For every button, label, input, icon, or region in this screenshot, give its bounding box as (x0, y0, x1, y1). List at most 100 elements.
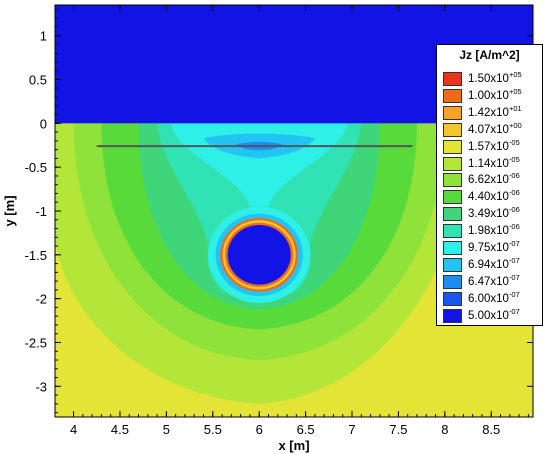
legend-label-exponent: -07 (508, 289, 520, 299)
x-tick-label: 8.5 (482, 422, 500, 437)
legend-label-exponent: +01 (508, 103, 522, 113)
legend-entry: 3.49x10-06 (443, 205, 541, 223)
legend-label: 6.62x10-06 (468, 171, 520, 189)
x-axis-title: x [m] (278, 438, 309, 453)
x-tick-label: 4 (70, 422, 77, 437)
legend-label-mantissa: 6.62x10 (468, 174, 509, 187)
legend-label-mantissa: 6.94x10 (468, 258, 509, 271)
y-tick-label: -3 (35, 379, 47, 394)
y-axis-title: y [m] (2, 195, 17, 226)
y-tick-label: -1.5 (25, 248, 47, 263)
legend-swatch (443, 173, 462, 188)
legend-label-mantissa: 6.00x10 (468, 292, 509, 305)
legend-entry: 4.40x10-06 (443, 188, 541, 206)
legend-label: 1.50x10+05 (468, 70, 522, 88)
legend-title: Jz [A/m^2] (459, 48, 520, 62)
legend-label-exponent: -06 (508, 205, 520, 215)
y-tick-label: -2.5 (25, 335, 47, 350)
x-tick-label: 4.5 (111, 422, 129, 437)
axis-ticks: 4 4.5 5 5.5 6 6.5 7 7.5 8 8.5 1 0.5 0 -0.5 -1 -1.5 -2 -2.… (25, 5, 533, 437)
legend-label-exponent: -06 (508, 188, 520, 198)
legend-label: 9.75x10-07 (468, 239, 520, 257)
pipe-interior (227, 225, 291, 285)
legend-label-mantissa: 1.57x10 (468, 140, 509, 153)
legend-entry: 1.14x10-05 (443, 154, 541, 173)
legend-label-exponent: -05 (508, 137, 520, 147)
legend-entry: 6.47x10-07 (443, 272, 541, 291)
legend-label: 6.47x10-07 (468, 272, 520, 291)
legend-label: 1.00x10+05 (468, 86, 522, 105)
legend-label-mantissa: 1.42x10 (468, 106, 509, 119)
legend-swatch (443, 122, 462, 137)
legend-label: 6.00x10-07 (468, 289, 520, 308)
legend-label: 6.94x10-07 (468, 255, 520, 274)
legend-label-mantissa: 6.47x10 (468, 275, 509, 288)
legend-label-mantissa: 9.75x10 (468, 242, 509, 254)
legend-label-exponent: -07 (508, 255, 520, 265)
legend-label: 3.49x10-06 (468, 205, 520, 223)
legend-label: 4.07x10+00 (468, 120, 522, 139)
legend-entry: 9.75x10-07 (443, 239, 541, 257)
legend-label-exponent: -07 (508, 272, 520, 282)
legend-swatch (443, 88, 462, 103)
x-tick-label: 7 (348, 422, 355, 437)
x-tick-label: 5.5 (204, 422, 222, 437)
legend-label-exponent: +00 (508, 120, 522, 130)
legend-label-exponent: -06 (508, 222, 520, 232)
legend-entry: 1.98x10-06 (443, 222, 541, 240)
legend-entry: 1.42x10+01 (443, 103, 541, 122)
y-tick-label: 0.5 (29, 73, 47, 88)
legend-label-mantissa: 3.49x10 (468, 208, 509, 221)
legend-entry: 6.00x10-07 (443, 289, 541, 308)
x-tick-label: 6 (256, 422, 263, 437)
legend-entry: 5.00x10-07 (443, 306, 541, 325)
legend-label-mantissa: 1.14x10 (468, 157, 509, 170)
legend-label-exponent: -06 (508, 171, 520, 181)
legend-swatch (443, 156, 462, 171)
legend-swatch (443, 257, 462, 272)
legend-label: 1.57x10-05 (468, 137, 520, 156)
x-tick-label: 7.5 (389, 422, 407, 437)
y-tick-label: 0 (40, 116, 47, 131)
legend-swatch (443, 274, 462, 289)
legend-label-exponent: +05 (508, 86, 522, 96)
legend-entry: 1.00x10+05 (443, 86, 541, 105)
legend-label: 4.40x10-06 (468, 188, 520, 206)
legend-label-mantissa: 1.00x10 (468, 89, 509, 102)
y-tick-label: -0.5 (25, 160, 47, 175)
legend-swatch (443, 224, 462, 239)
legend: Jz [A/m^2] 1.50x10+05 1.00x10+05 1.42x10+0… (436, 44, 543, 326)
x-tick-label: 8 (441, 422, 448, 437)
legend-swatch (443, 291, 462, 306)
x-tick-label: 5 (163, 422, 170, 437)
y-tick-label: -2 (35, 292, 47, 307)
legend-entry: 4.07x10+00 (443, 120, 541, 139)
legend-swatch (443, 241, 462, 255)
legend-swatch (443, 139, 462, 154)
legend-swatch (443, 308, 462, 323)
legend-label-exponent: +05 (508, 70, 522, 79)
legend-entry: 1.57x10-05 (443, 137, 541, 156)
legend-label: 1.42x10+01 (468, 103, 522, 122)
legend-label-mantissa: 1.98x10 (468, 225, 509, 238)
y-tick-label: 1 (40, 29, 47, 44)
legend-entry: 1.50x10+05 (443, 70, 541, 88)
legend-label-mantissa: 4.40x10 (468, 191, 509, 204)
legend-label-exponent: -07 (508, 306, 520, 316)
legend-label-exponent: -07 (508, 239, 520, 248)
legend-entry: 6.62x10-06 (443, 171, 541, 189)
legend-swatch (443, 105, 462, 120)
pipe-ring-mid (222, 220, 296, 290)
legend-label-mantissa: 5.00x10 (468, 309, 509, 322)
legend-label: 5.00x10-07 (468, 306, 520, 325)
legend-label: 1.14x10-05 (468, 154, 520, 173)
legend-label-exponent: -05 (508, 154, 520, 164)
legend-label-mantissa: 4.07x10 (468, 123, 509, 136)
legend-swatch (443, 190, 462, 205)
legend-label-mantissa: 1.50x10 (468, 73, 509, 85)
legend-swatch (443, 72, 462, 86)
legend-entry: 6.94x10-07 (443, 255, 541, 274)
legend-label: 1.98x10-06 (468, 222, 520, 240)
legend-swatch (443, 207, 462, 222)
x-tick-label: 6.5 (297, 422, 315, 437)
